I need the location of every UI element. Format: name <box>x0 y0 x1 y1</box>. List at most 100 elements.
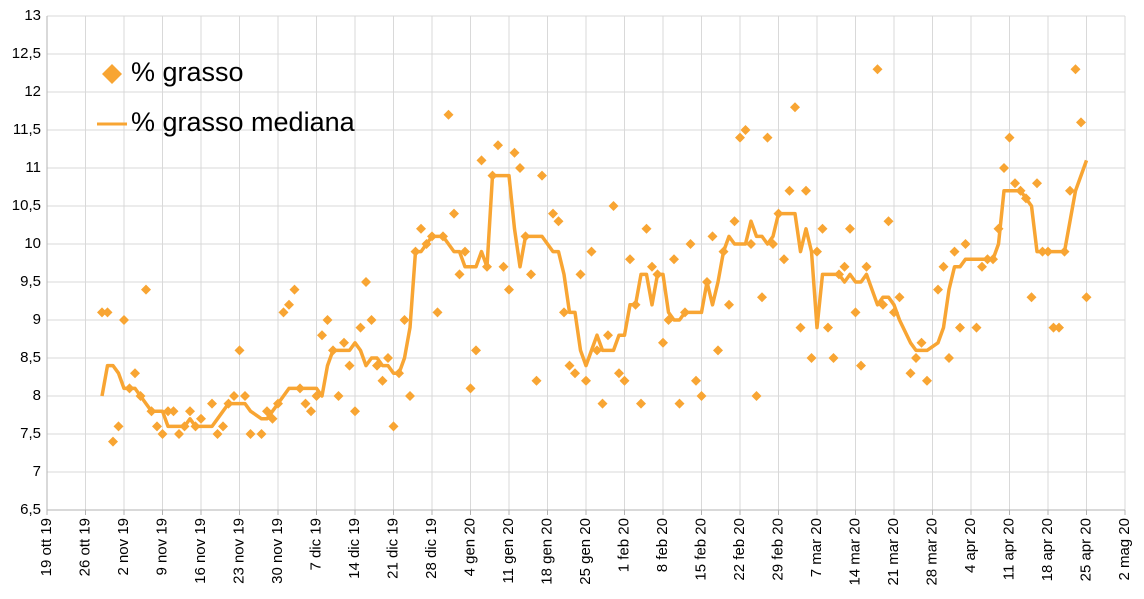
data-point <box>779 254 789 265</box>
x-tick-label: 9 nov 19 <box>153 518 170 576</box>
data-point <box>295 383 305 394</box>
data-point <box>157 429 168 439</box>
data-point <box>746 239 756 249</box>
data-point <box>130 368 140 379</box>
data-point <box>872 64 883 75</box>
data-point <box>691 375 701 386</box>
data-point <box>273 398 283 409</box>
x-tick-label: 15 feb 20 <box>692 518 709 581</box>
x-tick-label: 2 nov 19 <box>115 518 132 576</box>
data-point <box>916 337 927 348</box>
data-point <box>762 132 773 143</box>
x-tick-label: 28 dic 19 <box>423 518 440 579</box>
data-point <box>361 277 371 287</box>
x-tick-label: 30 nov 19 <box>269 518 286 584</box>
data-point <box>135 391 146 401</box>
data-point <box>471 345 481 356</box>
data-point <box>515 163 525 173</box>
data-point <box>102 307 113 318</box>
x-tick-label: 16 nov 19 <box>192 518 209 584</box>
y-tick-label: 12 <box>24 83 41 100</box>
data-point <box>883 216 894 227</box>
legend-label: % grasso <box>131 57 244 87</box>
data-point <box>256 429 267 439</box>
data-point <box>548 208 558 219</box>
data-point <box>949 246 960 257</box>
data-point <box>977 261 987 272</box>
y-tick-label: 9 <box>33 311 41 328</box>
data-point <box>1048 322 1059 333</box>
data-point <box>394 368 404 379</box>
data-point <box>669 254 679 265</box>
data-point <box>592 345 602 356</box>
data-point <box>119 315 129 325</box>
x-tick-label: 18 apr 20 <box>1039 518 1056 581</box>
data-point <box>262 406 272 417</box>
legend-label: % grasso mediana <box>131 107 356 137</box>
x-tick-label: 25 gen 20 <box>577 518 594 585</box>
data-point <box>724 299 734 310</box>
y-tick-label: 9,5 <box>20 273 41 290</box>
data-point <box>196 413 206 424</box>
data-point <box>889 307 899 318</box>
data-point <box>999 163 1009 173</box>
data-point <box>355 322 366 333</box>
data-point <box>438 231 448 242</box>
data-point <box>658 337 668 348</box>
data-point <box>647 261 657 272</box>
x-tick-label: 26 ott 19 <box>76 518 93 576</box>
x-tick-label: 11 gen 20 <box>500 518 517 584</box>
data-point <box>641 223 652 234</box>
x-tick-label: 4 apr 20 <box>962 518 979 573</box>
median-line <box>100 159 1089 429</box>
x-tick-label: 29 feb 20 <box>769 518 786 581</box>
data-point <box>504 284 514 295</box>
data-point <box>284 299 294 310</box>
data-point <box>240 391 250 401</box>
x-tick-label: 28 mar 20 <box>923 518 940 586</box>
data-point <box>267 413 278 424</box>
data-point <box>234 345 245 356</box>
data-point <box>432 307 443 318</box>
data-point <box>856 360 866 371</box>
x-tick-label: 2 mag 20 <box>1116 518 1133 581</box>
data-point <box>922 375 932 386</box>
data-point <box>108 436 118 447</box>
data-point <box>388 421 399 432</box>
data-point <box>311 391 322 401</box>
data-point <box>218 421 228 432</box>
data-point <box>581 375 591 386</box>
data-point <box>696 391 707 401</box>
data-point <box>113 421 124 432</box>
data-point <box>174 429 184 439</box>
data-point <box>163 406 173 417</box>
data-point <box>487 170 498 181</box>
data-point <box>575 269 586 280</box>
data-point <box>806 353 817 363</box>
data-point <box>1004 132 1015 143</box>
data-point <box>614 368 624 379</box>
data-point <box>603 330 613 341</box>
data-point <box>839 261 850 272</box>
data-point <box>718 246 729 257</box>
y-tick-label: 10 <box>24 235 41 252</box>
data-point <box>1070 64 1081 75</box>
data-point <box>894 292 905 303</box>
data-point <box>933 284 943 295</box>
data-point <box>333 391 344 401</box>
data-point <box>185 406 195 417</box>
data-point <box>735 132 745 143</box>
data-point <box>652 269 663 280</box>
x-tick-label: 11 apr 20 <box>1000 518 1017 580</box>
data-point <box>938 261 949 272</box>
x-tick-label: 21 mar 20 <box>885 518 902 586</box>
data-point <box>834 269 844 280</box>
y-tick-label: 8,5 <box>20 349 41 366</box>
data-point <box>322 315 333 325</box>
data-point <box>207 398 217 409</box>
data-point <box>421 239 432 249</box>
data-point <box>1076 117 1086 128</box>
data-point <box>911 353 921 363</box>
data-point <box>443 109 454 120</box>
